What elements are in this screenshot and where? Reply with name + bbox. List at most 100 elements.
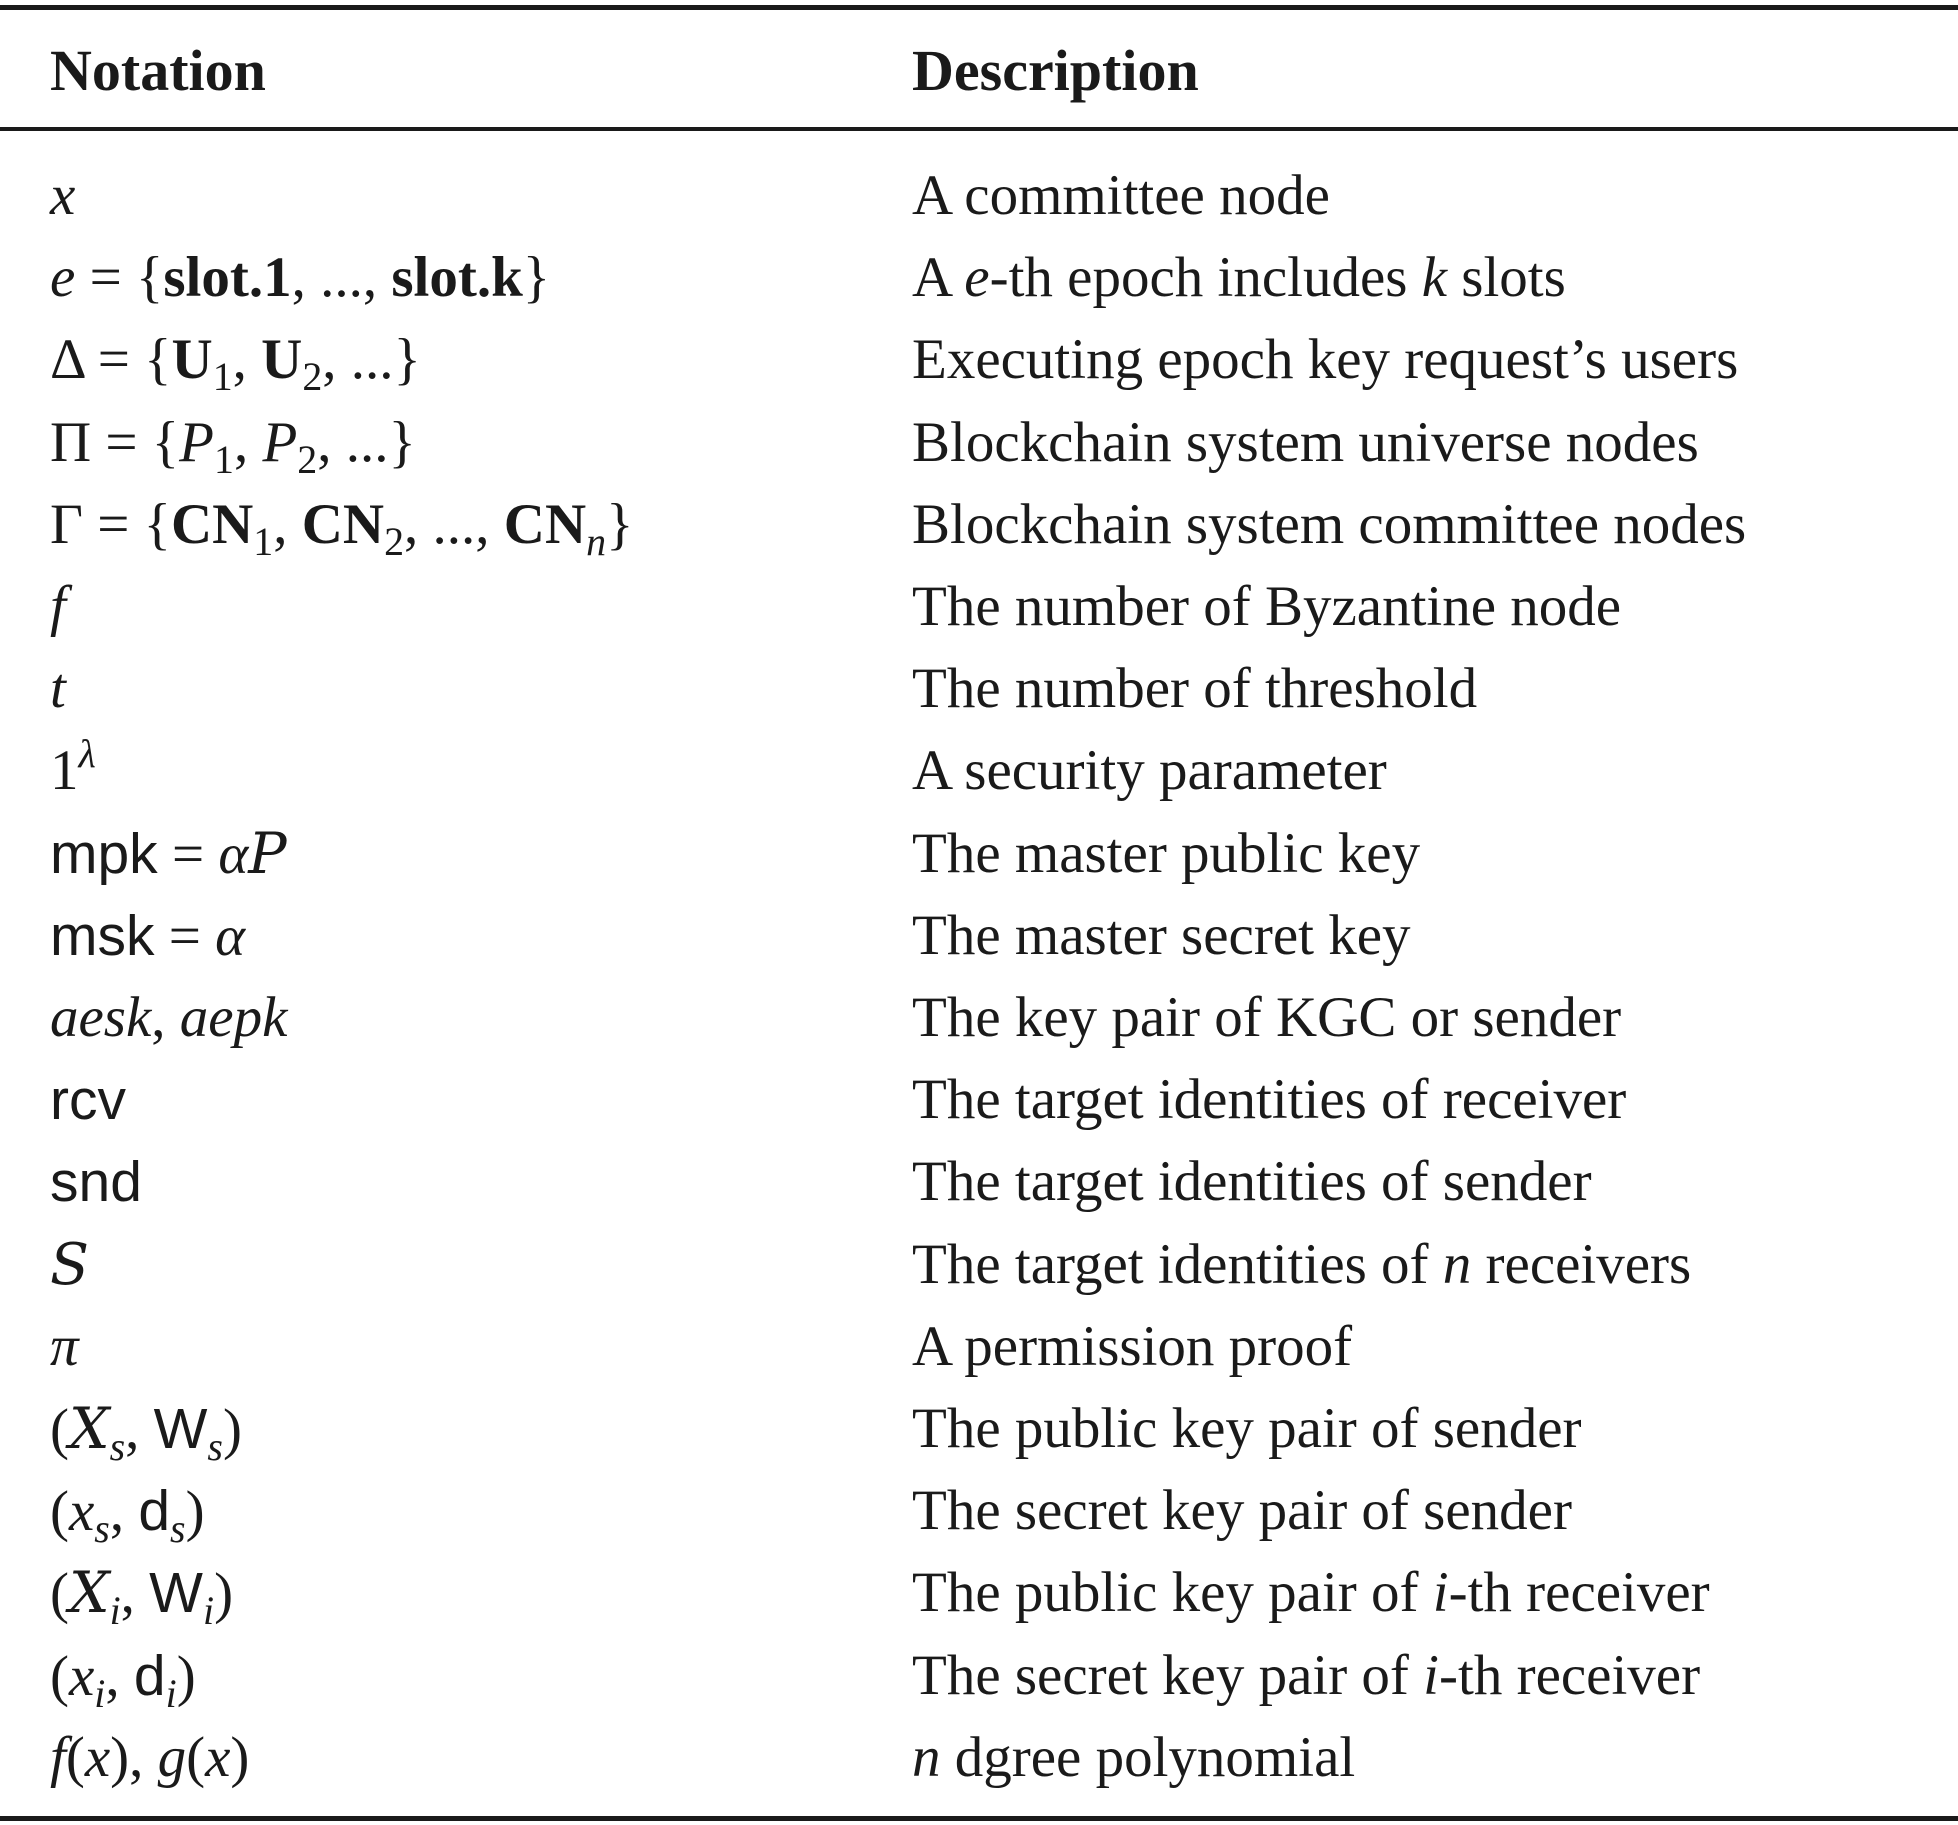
notation-text: s: [207, 1423, 223, 1469]
notation-text: (: [186, 1725, 206, 1789]
notation-text: X: [68, 1396, 110, 1462]
description-cell: n dgree polynomial: [912, 1717, 1355, 1799]
notation-text: rcv: [50, 1068, 126, 1133]
table-row: mpk = αP The master public key: [0, 813, 1958, 895]
description-text: The master secret key: [912, 903, 1411, 967]
notation-text: (: [50, 1480, 69, 1544]
notation-text: ): [230, 1725, 250, 1789]
description-text: The key pair of KGC or sender: [912, 986, 1622, 1049]
notation-text: slot.k: [391, 246, 523, 310]
table-row: S The target identities of n receivers: [0, 1224, 1958, 1306]
notation-text: 1: [212, 354, 233, 400]
description-text: dgree polynomial: [940, 1725, 1356, 1789]
description-cell: A committee node: [912, 155, 1330, 237]
notation-text: CN: [301, 492, 385, 556]
description-text: A security parameter: [912, 739, 1387, 803]
description-text: slots: [1447, 246, 1566, 310]
description-cell: The number of threshold: [912, 648, 1477, 730]
description-text: -th receiver: [1448, 1561, 1710, 1625]
notation-text: ,: [120, 1562, 150, 1626]
table-row: (xi, di) The secret key pair of i-th rece…: [0, 1635, 1958, 1717]
description-text: The target identities of receiver: [912, 1068, 1627, 1132]
notation-text: U: [261, 328, 303, 392]
notation-text: ,: [125, 1398, 154, 1461]
description-cell: The key pair of KGC or sender: [912, 977, 1621, 1059]
notation-text: =: [154, 904, 216, 968]
notation-text: P: [179, 410, 214, 474]
description-text: A: [912, 246, 965, 310]
header-rule: [0, 127, 1958, 131]
description-text: A permission proof: [912, 1314, 1353, 1378]
notation-text: ): [185, 1480, 205, 1544]
notation-cell: f: [50, 566, 66, 648]
notation-cell: x: [50, 155, 75, 237]
notation-cell: (Xi, Wi): [50, 1552, 233, 1635]
table-row: snd The target identities of sender: [0, 1141, 1958, 1223]
notation-text: s: [109, 1423, 126, 1469]
table-row: Γ = {CN1, CN2, ..., CNn} Blockchain syste…: [0, 484, 1958, 566]
notation-text: 2: [384, 518, 405, 564]
table-row: msk = α The master secret key: [0, 895, 1958, 977]
description-text: -th receiver: [1439, 1643, 1701, 1707]
notation-text: mpk: [50, 821, 158, 886]
notation-text: Γ = {: [50, 492, 171, 556]
table-row: f(x), g(x) n dgree polynomial: [0, 1717, 1958, 1799]
notation-text: }: [606, 492, 634, 556]
description-text: The number of Byzantine node: [912, 575, 1622, 638]
notation-text: P: [262, 410, 298, 474]
notation-text: S: [50, 1231, 90, 1298]
notation-text: ): [214, 1562, 234, 1626]
description-text: A committee node: [912, 164, 1330, 227]
notation-text: d: [133, 1643, 166, 1708]
notation-text: x: [84, 1725, 111, 1789]
description-text: n: [1442, 1232, 1472, 1296]
description-cell: The public key pair of sender: [912, 1388, 1582, 1470]
description-text: Blockchain system universe nodes: [912, 410, 1699, 474]
notation-text: g: [157, 1725, 187, 1789]
description-text: receivers: [1471, 1232, 1692, 1296]
notation-cell: t: [50, 648, 66, 730]
notation-text: P: [248, 820, 287, 887]
description-text: Blockchain system committee nodes: [912, 492, 1747, 556]
header-description: Description: [912, 38, 1199, 103]
description-cell: Executing epoch key request’s users: [912, 319, 1738, 401]
description-cell: The target identities of sender: [912, 1141, 1592, 1223]
notation-text: =: [157, 822, 219, 886]
notation-text: Δ = {: [50, 328, 172, 392]
notation-text: f: [50, 1725, 66, 1789]
notation-text: 1: [214, 436, 234, 482]
header-notation: Notation: [50, 38, 266, 103]
notation-text: ,: [105, 1644, 134, 1708]
notation-text: e: [50, 246, 76, 310]
bottom-rule: [0, 1816, 1958, 1821]
table-row: (Xi, Wi) The public key pair of i-th rece…: [0, 1552, 1958, 1634]
notation-text: ): [176, 1644, 196, 1708]
description-cell: The number of Byzantine node: [912, 566, 1621, 648]
notation-text: , ...}: [322, 328, 421, 392]
notation-text: , ...,: [404, 492, 504, 556]
description-text: The secret key pair of sender: [912, 1479, 1572, 1543]
description-text: The master public key: [912, 821, 1421, 885]
notation-text: 2: [302, 354, 323, 400]
table-row: π A permission proof: [0, 1306, 1958, 1388]
notation-cell: msk = α: [50, 895, 245, 978]
table-row: rcv The target identities of receiver: [0, 1059, 1958, 1141]
notation-text: }: [522, 246, 551, 310]
notation-cell: Γ = {CN1, CN2, ..., CNn}: [50, 484, 633, 566]
notation-text: (: [50, 1644, 69, 1708]
description-text: The target identities of sender: [912, 1150, 1592, 1214]
notation-cell: (xi, di): [50, 1635, 196, 1718]
notation-text: t: [50, 657, 66, 721]
description-cell: The secret key pair of sender: [912, 1470, 1572, 1552]
table-row: (xs, ds) The secret key pair of sender: [0, 1470, 1958, 1552]
notation-text: ),: [110, 1725, 158, 1789]
notation-text: f: [50, 575, 66, 638]
notation-cell: f(x), g(x): [50, 1717, 249, 1799]
notation-text: i: [109, 1588, 121, 1634]
description-text: e: [964, 246, 990, 310]
notation-cell: (xs, ds): [50, 1470, 205, 1553]
description-cell: Blockchain system committee nodes: [912, 484, 1746, 566]
notation-cell: Π = {P1, P2, ...}: [50, 402, 416, 484]
description-text: The target identities of: [912, 1232, 1443, 1296]
description-text: The public key pair of sender: [912, 1397, 1582, 1460]
